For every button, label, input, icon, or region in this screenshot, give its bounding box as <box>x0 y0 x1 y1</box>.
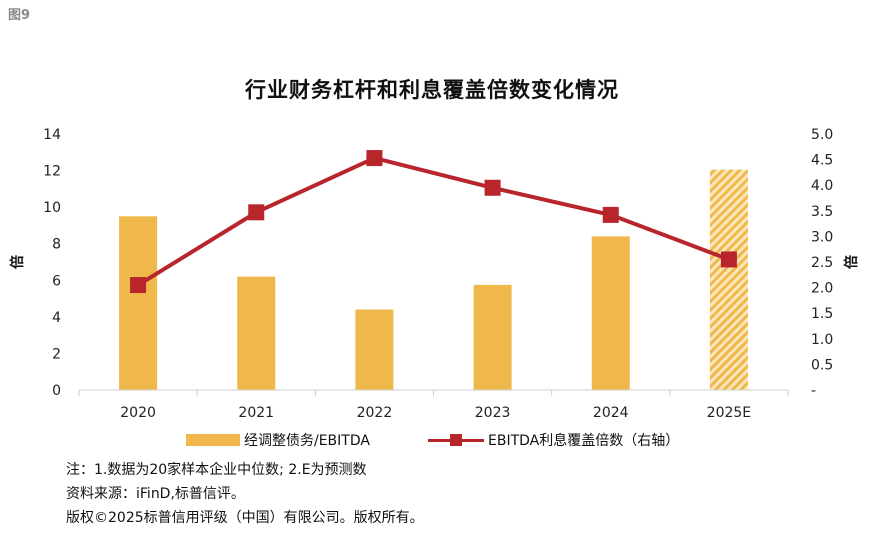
line-marker <box>484 179 501 196</box>
legend-item-line: EBITDA利息覆盖倍数（右轴） <box>428 430 679 450</box>
copyright-line: 版权©2025标普信用评级（中国）有限公司。版权所有。 <box>66 510 424 526</box>
line-marker <box>602 206 619 223</box>
right-tick-label: 1.0 <box>811 332 833 348</box>
left-tick-label: 10 <box>43 200 61 216</box>
bar <box>591 236 630 390</box>
bar-estimate <box>709 169 748 390</box>
right-tick-label: 3.5 <box>811 204 833 220</box>
line-marker <box>248 204 265 221</box>
right-y-axis: - 0.5 1.0 1.5 2.0 2.5 3.0 3.5 4.0 4.5 5.0 <box>811 127 833 399</box>
left-tick-label: 14 <box>43 127 61 143</box>
right-tick-label: 2.5 <box>811 255 833 271</box>
line-marker <box>130 277 147 294</box>
left-tick-label: 0 <box>52 383 61 399</box>
notes: 注：1.数据为20家样本企业中位数; 2.E为预测数 资料来源：iFinD,标普… <box>66 458 424 530</box>
right-tick-label: 4.5 <box>811 153 833 169</box>
figure-label: 图9 <box>8 8 31 23</box>
x-tick-label: 2025E <box>707 405 751 421</box>
line-path <box>137 156 730 287</box>
x-tick-label: 2024 <box>593 405 629 421</box>
right-tick-label: 5.0 <box>811 127 833 143</box>
note-line: 注：1.数据为20家样本企业中位数; 2.E为预测数 <box>66 462 367 478</box>
source-line: 资料来源：iFinD,标普信评。 <box>66 486 245 502</box>
right-tick-label: - <box>811 383 816 399</box>
right-tick-label: 0.5 <box>811 357 833 373</box>
x-axis-ticks: 2020 2021 2022 2023 2024 2025E <box>78 390 789 421</box>
left-y-axis: 0 2 4 6 8 10 12 14 <box>43 127 61 399</box>
x-tick-label: 2023 <box>475 405 511 421</box>
x-tick-label: 2021 <box>238 405 274 421</box>
legend-bar-label: 经调整债务/EBITDA <box>244 433 370 449</box>
right-tick-label: 1.5 <box>811 306 833 322</box>
right-tick-label: 4.0 <box>811 178 833 194</box>
right-axis-title: 倍 <box>843 255 860 269</box>
left-tick-label: 4 <box>52 310 61 326</box>
left-axis-title: 倍 <box>9 255 26 269</box>
legend: 经调整债务/EBITDA EBITDA利息覆盖倍数（右轴） <box>0 430 884 450</box>
chart-area: 0 2 4 6 8 10 12 14 - 0.5 1.0 1.5 2.0 2.5 3.0 3.5 4.0 4.5… <box>9 127 860 421</box>
x-tick-label: 2020 <box>120 405 156 421</box>
line-marker <box>366 150 383 167</box>
chart-title: 行业财务杠杆和利息覆盖倍数变化情况 <box>245 78 619 102</box>
bar <box>119 216 158 390</box>
line-series <box>130 150 737 294</box>
legend-bar-swatch <box>186 434 240 446</box>
right-tick-label: 3.0 <box>811 229 833 245</box>
line-marker <box>720 251 737 268</box>
left-tick-label: 8 <box>52 237 61 253</box>
x-tick-label: 2022 <box>357 405 393 421</box>
bar <box>237 276 276 390</box>
legend-item-bar: 经调整债务/EBITDA <box>186 430 370 450</box>
left-tick-label: 6 <box>52 273 61 289</box>
bar-series <box>119 169 748 390</box>
left-tick-label: 12 <box>43 164 61 180</box>
bar <box>473 284 512 390</box>
right-tick-label: 2.0 <box>811 281 833 297</box>
left-tick-label: 2 <box>52 346 61 362</box>
bar <box>355 309 394 390</box>
legend-line-label: EBITDA利息覆盖倍数（右轴） <box>488 433 680 449</box>
legend-line-swatch <box>428 434 484 446</box>
